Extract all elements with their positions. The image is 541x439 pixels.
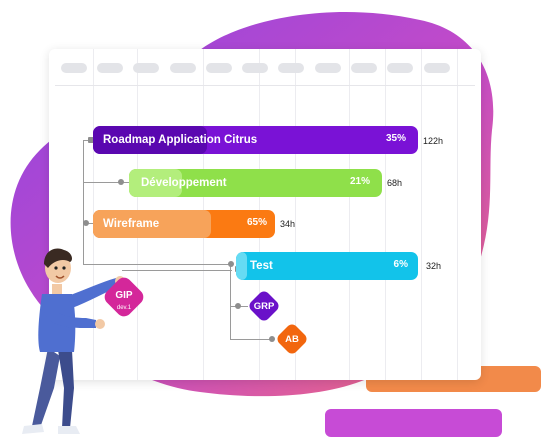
task-name: Test (250, 260, 273, 272)
timeline-header-pill (97, 63, 123, 73)
grid-column-line (421, 49, 422, 380)
task-bar-wireframe[interactable]: Wireframe 65% (93, 210, 275, 238)
task-progress-fill (129, 169, 183, 197)
milestone-label: GIP (115, 290, 133, 301)
timeline-header-pill (387, 63, 413, 73)
timeline-header-pill (315, 63, 341, 73)
task-bar-roadmap[interactable]: Roadmap Application Citrus 35% (93, 126, 418, 154)
task-progress-fill (93, 126, 207, 154)
connector-node[interactable] (83, 220, 89, 226)
milestone-sublabel: dev.1 (116, 305, 132, 311)
connector-node[interactable] (269, 336, 275, 342)
timeline-header-pill (424, 63, 450, 73)
connector-line (83, 182, 129, 183)
decorative-pink-bar (325, 409, 502, 437)
timeline-header-pill (61, 63, 87, 73)
connector-node[interactable] (88, 137, 94, 143)
task-progress-fill (93, 210, 212, 238)
task-percent: 65% (246, 217, 267, 228)
timeline-header-pill (206, 63, 232, 73)
task-name: Développement (141, 177, 227, 189)
milestone-label: AB (285, 334, 299, 345)
connector-node[interactable] (228, 261, 234, 267)
timeline-header-pill (170, 63, 196, 73)
task-hours: 68h (387, 178, 403, 188)
task-percent: 6% (393, 259, 408, 270)
task-percent: 21% (349, 176, 370, 187)
connector-node[interactable] (235, 303, 241, 309)
connector-line (230, 264, 231, 339)
task-name: Wireframe (103, 218, 160, 230)
connector-line (122, 270, 232, 271)
connector-line (83, 140, 84, 264)
grid-column-line (295, 49, 296, 380)
task-name: Roadmap Application Citrus (103, 134, 258, 146)
connector-line (230, 339, 272, 340)
task-hours: 122h (423, 136, 444, 146)
grid-column-line (349, 49, 350, 380)
grid-column-line (385, 49, 386, 380)
grid-column-line (457, 49, 458, 380)
timeline-header-pill (133, 63, 159, 73)
task-hours: 32h (426, 261, 442, 271)
person-illustration (22, 248, 125, 434)
task-progress-fill (236, 252, 247, 280)
timeline-header-pill (278, 63, 304, 73)
timeline-header-pill (351, 63, 377, 73)
task-percent: 35% (385, 133, 406, 144)
task-hours: 34h (280, 219, 296, 229)
timeline-header-pill (242, 63, 268, 73)
task-bar-test[interactable]: Test 6% (236, 252, 418, 280)
timeline-header-divider (55, 85, 475, 86)
milestone-label: GRP (253, 301, 275, 312)
connector-line (83, 264, 233, 265)
task-bar-developpement[interactable]: Développement 21% (129, 169, 382, 197)
connector-node[interactable] (118, 179, 124, 185)
